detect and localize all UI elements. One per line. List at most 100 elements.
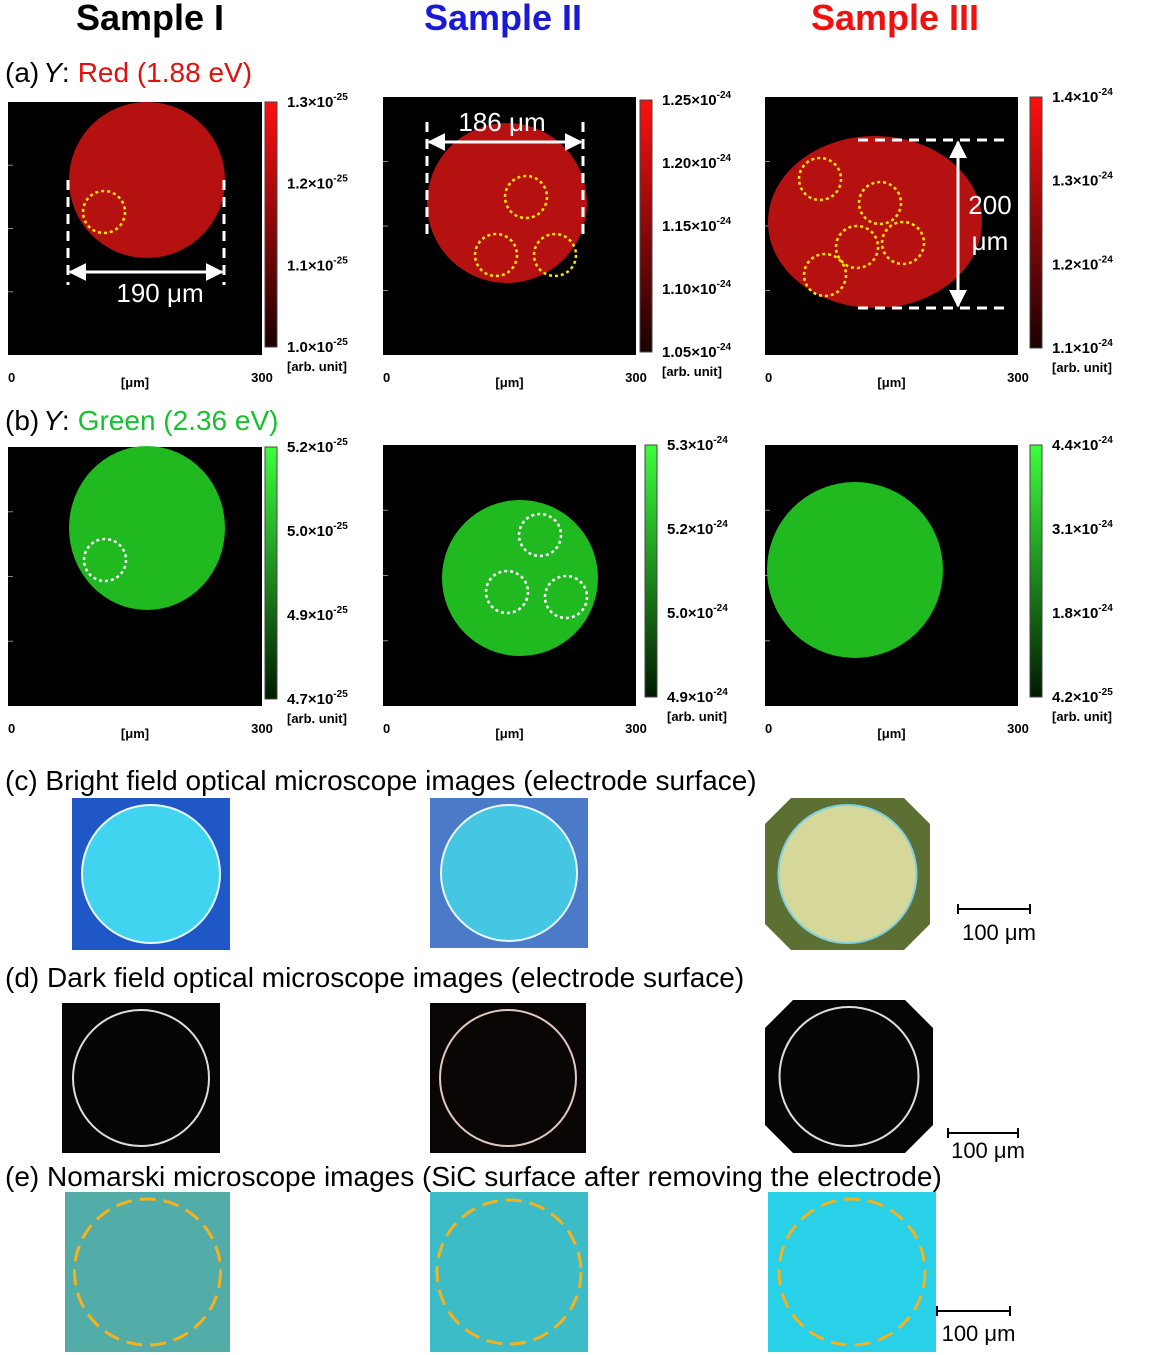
electrode <box>72 1009 210 1147</box>
coefficient: 3.1×10 <box>1052 521 1098 538</box>
electrode <box>440 804 578 942</box>
exponent: -24 <box>717 279 732 290</box>
caption: (e) Nomarski microscope images (SiC surf… <box>5 1161 942 1192</box>
colorbar-unit: [arb. unit] <box>287 359 347 374</box>
electrode <box>777 1197 927 1347</box>
channel: Red (1.88 eV) <box>78 57 252 88</box>
emission-spot <box>427 123 587 283</box>
exponent: -24 <box>717 342 732 353</box>
coefficient: 4.7×10 <box>287 691 333 708</box>
defect-marker <box>503 174 549 220</box>
x-min: 0 <box>765 370 772 385</box>
colorbar-tick-label: 1.1×10-25 <box>287 255 348 274</box>
coefficient: 1.8×10 <box>1052 605 1098 622</box>
exponent: -24 <box>713 687 728 698</box>
defect-marker <box>880 220 926 266</box>
panel-letter: (a) <box>5 57 39 88</box>
exponent: -25 <box>333 92 348 103</box>
colorbar-tick-label: 5.2×10-24 <box>667 519 728 538</box>
x-max: 300 <box>251 370 273 385</box>
x-min: 0 <box>8 370 15 385</box>
electrode <box>778 1006 920 1147</box>
scale-bar-label: 100 μm <box>951 1138 1025 1163</box>
exponent: -24 <box>1098 254 1113 265</box>
coefficient: 1.2×10 <box>287 176 333 193</box>
row-label: (b) Y: Green (2.36 eV) <box>5 405 278 436</box>
dimension: 200 <box>968 190 1011 220</box>
colorbar-tick-label: 4.4×10-24 <box>1052 435 1113 454</box>
scale-bar-label: 100 μm <box>962 920 1036 945</box>
coefficient: 1.20×10 <box>662 155 717 172</box>
emission-spot <box>768 136 982 308</box>
coefficient: 5.0×10 <box>667 605 713 622</box>
coefficient: 1.1×10 <box>1052 340 1098 357</box>
electrode <box>435 1198 583 1346</box>
colorbar-tick-label: 1.4×10-24 <box>1052 87 1113 106</box>
scale-bar-label: 100 μm <box>942 1321 1016 1346</box>
coefficient: 1.25×10 <box>662 92 717 109</box>
dimension: 186 μm <box>458 107 545 137</box>
column-title: Sample III <box>811 0 979 38</box>
defect-marker <box>517 512 563 558</box>
column-title: Sample II <box>424 0 582 38</box>
colorbar-unit: [arb. unit] <box>1052 360 1112 375</box>
coefficient: 1.3×10 <box>1052 173 1098 190</box>
colorbar-tick-label: 1.25×10-24 <box>662 90 732 109</box>
coefficient: 4.9×10 <box>287 607 333 624</box>
exponent: -24 <box>1098 171 1113 182</box>
exponent: -24 <box>713 603 728 614</box>
coefficient: 4.9×10 <box>667 689 713 706</box>
colorbar-tick-label: 1.2×10-24 <box>1052 254 1113 273</box>
panel-letter: (b) <box>5 405 39 436</box>
x-label: [μm] <box>495 375 523 390</box>
emission-spot <box>442 500 598 656</box>
coefficient: 1.4×10 <box>1052 89 1098 106</box>
colorbar-tick-label: 4.7×10-25 <box>287 689 348 708</box>
coefficient: 1.1×10 <box>287 257 333 274</box>
defect-marker <box>834 224 880 270</box>
colorbar <box>264 446 278 700</box>
variable: Y <box>43 57 64 88</box>
colorbar-unit: [arb. unit] <box>667 709 727 724</box>
exponent: -25 <box>1098 687 1113 698</box>
x-min: 0 <box>383 721 390 736</box>
defect-marker <box>857 180 903 226</box>
exponent: -24 <box>1098 519 1113 530</box>
channel: Green (2.36 eV) <box>78 405 279 436</box>
colorbar-unit: [arb. unit] <box>662 364 722 379</box>
defect-marker <box>797 156 843 202</box>
exponent: -24 <box>1098 603 1113 614</box>
x-label: [μm] <box>877 375 905 390</box>
colorbar-tick-label: 5.3×10-24 <box>667 435 728 454</box>
x-max: 300 <box>251 721 273 736</box>
coefficient: 4.2×10 <box>1052 689 1098 706</box>
colorbar-tick-label: 4.9×10-25 <box>287 605 348 624</box>
emission-spot <box>69 446 225 610</box>
x-label: [μm] <box>495 726 523 741</box>
exponent: -25 <box>333 337 348 348</box>
colorbar-tick-label: 1.0×10-25 <box>287 337 348 356</box>
coefficient: 4.4×10 <box>1052 437 1098 454</box>
x-label: [μm] <box>877 726 905 741</box>
colorbar-tick-label: 1.8×10-24 <box>1052 603 1113 622</box>
separator: : <box>62 57 70 88</box>
coefficient: 1.2×10 <box>1052 256 1098 273</box>
row-label: (a) Y: Red (1.88 eV) <box>5 57 252 88</box>
colorbar-tick-label: 1.10×10-24 <box>662 279 732 298</box>
colorbar-tick-label: 1.3×10-24 <box>1052 171 1113 190</box>
colorbar-tick-label: 4.2×10-25 <box>1052 687 1113 706</box>
x-min: 0 <box>383 370 390 385</box>
coefficient: 1.3×10 <box>287 94 333 111</box>
emission-spot <box>767 482 943 658</box>
colorbar-tick-label: 1.1×10-24 <box>1052 338 1113 357</box>
exponent: -24 <box>717 153 732 164</box>
defect-marker <box>484 569 530 615</box>
exponent: -25 <box>333 605 348 616</box>
colorbar <box>264 101 278 348</box>
coefficient: 5.2×10 <box>287 439 333 456</box>
coefficient: 5.2×10 <box>667 521 713 538</box>
exponent: -24 <box>713 435 728 446</box>
exponent: -24 <box>713 519 728 530</box>
colorbar <box>644 444 658 698</box>
